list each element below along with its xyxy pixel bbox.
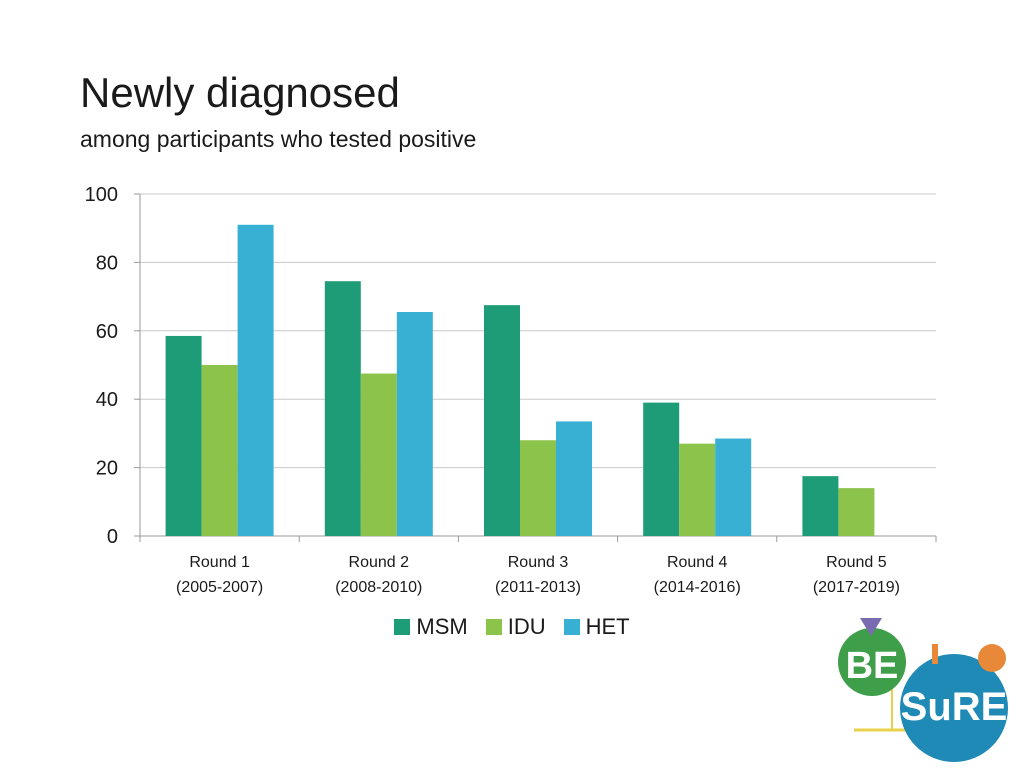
bar-msm-round-1 [165,335,202,536]
bar-het-round-4 [715,438,752,536]
legend-label-het: HET [585,614,630,639]
chart-subtitle: among participants who tested positive [80,126,477,152]
x-category-label-3-line-2: (2011-2013) [495,579,581,596]
x-category-label-5-line-1: Round 5 [826,554,887,571]
legend-swatch-idu [485,619,502,635]
y-tick-label-40: 40 [96,389,118,411]
x-category-label-1-line-1: Round 1 [189,554,250,571]
bar-msm-round-5 [802,476,839,536]
x-category-label-2-line-1: Round 2 [349,554,410,571]
chart-title: Newly diagnosed [80,69,400,116]
bar-msm-round-3 [484,305,520,536]
bar-idu-round-3 [520,440,556,536]
legend-swatch-msm [394,619,411,635]
logo-purple-triangle [860,618,882,636]
bar-idu-round-2 [360,373,397,536]
legend-item-het: HET [563,614,630,640]
logo-orange-circle [978,644,1006,672]
x-category-label-5-line-2: (2017-2019) [813,579,900,596]
logo-orange-bar [932,644,938,664]
bar-idu-round-5 [838,488,875,536]
besure-logo: BE SuRE [838,618,1008,762]
y-tick-label-0: 0 [107,526,118,548]
bar-chart: 0 20 40 60 80 100 Round 1 (2005-2007) Round 2 (20… [85,184,937,596]
x-category-label-3-line-1: Round 3 [508,554,569,571]
bar-het-round-2 [396,311,433,536]
legend-label-idu: IDU [507,614,546,639]
bar-het-round-3 [556,421,592,536]
y-tick-label-60: 60 [96,321,118,343]
bar-idu-round-4 [679,443,716,536]
x-category-label-1-line-2: (2005-2007) [176,579,263,596]
legend-swatch-het [563,619,580,635]
logo-be-text: BE [846,645,899,687]
y-tick-label-20: 20 [96,458,118,480]
chart-legend: MSM IDU HET [0,614,1024,640]
x-category-label-4-line-1: Round 4 [667,554,728,571]
bar-het-round-1 [237,224,274,536]
x-category-label-2-line-2: (2008-2010) [335,579,422,596]
legend-label-msm: MSM [416,614,468,639]
logo-sure-text: SuRE [901,685,1008,729]
logo-blue-circle [900,654,1008,762]
bar-idu-round-1 [201,365,238,536]
x-category-label-4-line-2: (2014-2016) [654,579,741,596]
bar-msm-round-2 [324,281,361,536]
y-tick-label-100: 100 [85,184,118,206]
logo-green-circle [838,628,906,696]
legend-item-idu: IDU [485,614,546,640]
legend-item-msm: MSM [394,614,468,640]
y-tick-label-80: 80 [96,252,118,274]
bar-msm-round-4 [643,402,680,536]
